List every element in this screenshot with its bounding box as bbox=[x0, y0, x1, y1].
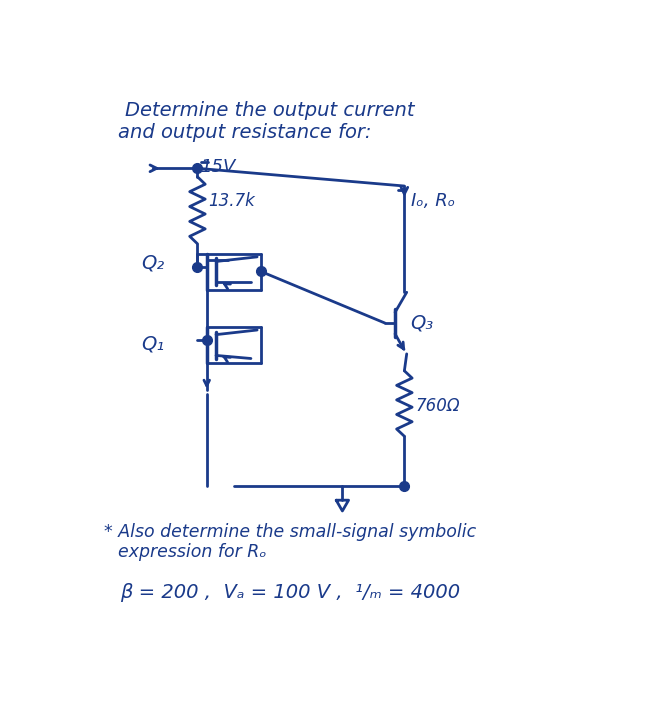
Text: β = 200 ,  Vₐ = 100 V ,  ¹/ₘ = 4000: β = 200 , Vₐ = 100 V , ¹/ₘ = 4000 bbox=[120, 583, 460, 601]
Text: 760Ω: 760Ω bbox=[415, 397, 460, 415]
Text: Q₁: Q₁ bbox=[141, 334, 164, 354]
Text: Iₒ, Rₒ: Iₒ, Rₒ bbox=[410, 192, 455, 211]
Text: 13.7k: 13.7k bbox=[209, 192, 255, 211]
Text: Determine the output current: Determine the output current bbox=[125, 102, 415, 120]
Text: Q₃: Q₃ bbox=[410, 313, 434, 332]
Text: expression for Rₒ: expression for Rₒ bbox=[118, 543, 266, 561]
Text: and output resistance for:: and output resistance for: bbox=[118, 123, 371, 142]
Text: * Also determine the small-signal symbolic: * Also determine the small-signal symbol… bbox=[105, 523, 477, 541]
Text: 15V: 15V bbox=[201, 158, 236, 175]
Text: Q₂: Q₂ bbox=[141, 253, 164, 273]
